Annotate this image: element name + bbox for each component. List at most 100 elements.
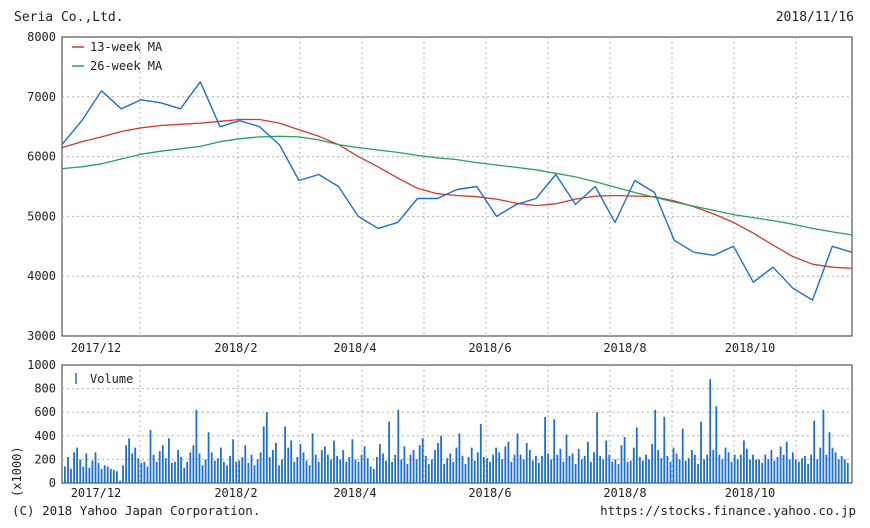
volume-bar [67,457,69,483]
volume-bar [360,454,363,483]
volume-bar [88,467,91,483]
volume-bar [559,448,562,483]
volume-bar [216,458,219,483]
volume-bar [314,454,317,483]
volume-bar [623,437,626,483]
volume-bar [333,440,335,483]
volume-bar [840,455,843,483]
volume-bar [562,461,565,483]
volume-bar [168,438,170,483]
volume-bar [385,460,387,483]
volume-bar [275,442,277,483]
volume-bar [819,447,822,483]
volume-bar [654,409,657,483]
volume-bar [268,457,271,483]
volume-bar [565,434,568,483]
price-x-tick-label: 2018/8 [603,341,646,355]
ma13-line [61,118,853,270]
volume-bar [651,444,653,483]
volume-bar [553,419,556,483]
price-line [61,81,853,301]
volume-bar [479,424,482,483]
volume-bar [302,452,305,483]
volume-bar [177,450,179,483]
volume-bar [749,459,751,483]
volume-bar [825,454,828,483]
volume-bar [103,465,106,483]
volume-y-ticks: 0 200 400 600 800 1000 [27,358,56,490]
volume-bar [100,468,103,483]
volume-bar [143,461,146,483]
chart-date: 2018/11/16 [775,10,854,25]
volume-bar [376,457,378,483]
volume-bar [434,450,436,483]
volume-x-tick-label: 2018/6 [468,486,511,500]
volume-bar [388,421,390,483]
price-y-tick-label: 3000 [27,329,56,343]
volume-bar [97,462,100,483]
volume-bar [186,461,189,483]
volume-bar [369,466,372,483]
price-y-tick-label: 4000 [27,269,56,283]
volume-bar [577,448,580,483]
volume-x-tick-label: 2018/10 [725,486,776,500]
volume-bar [660,458,663,483]
volume-bar [204,459,207,483]
volume-bar [605,440,608,483]
volume-bar [736,459,739,483]
volume-bar [617,464,620,483]
volume-bar [648,459,650,483]
price-x-ticks: 2017/12 2018/2 2018/4 2018/6 2018/8 2018/10 [71,341,776,355]
volume-bar [134,447,137,483]
volume-bar [476,452,479,483]
volume-bar [452,461,455,483]
volume-bar [171,462,173,483]
volume-bar [626,461,629,483]
volume-bar [519,454,522,483]
volume-bar [198,453,201,483]
volume-bar [813,420,816,483]
volume-bar [804,455,806,483]
volume-bar [189,452,192,483]
volume-bar [464,464,467,483]
volume-bar [409,454,412,483]
volume-bar [691,450,693,483]
volume-bar [724,447,727,483]
volume-bar [746,448,748,483]
volume-bar [645,454,647,483]
price-x-tick-label: 2018/2 [214,341,257,355]
volume-bar [296,457,299,483]
price-y-tick-label: 7000 [27,90,56,104]
volume-bar [201,465,204,483]
volume-bar [122,465,124,483]
volume-bar [492,454,494,483]
volume-bar [446,458,449,483]
volume-bar [727,452,730,483]
source-link[interactable]: https://stocks.finance.yahoo.co.jp [600,503,856,518]
volume-x-tick-label: 2018/8 [603,486,646,500]
volume-bar [712,450,715,483]
volume-bar [571,453,574,483]
volume-bar [709,379,712,483]
volume-bar [639,457,641,483]
volume-bar [363,446,366,483]
price-y-tick-label: 6000 [27,150,56,164]
volume-bar [718,454,721,483]
volume-bar [773,460,776,483]
ma26-line [61,135,853,236]
volume-bar [109,468,112,483]
volume-bar [213,460,216,483]
volume-bar [498,452,501,483]
volume-bar [293,461,296,483]
volume-bar [675,453,678,483]
price-x-tick-label: 2018/6 [468,341,511,355]
volume-bar [694,454,696,483]
volume-bar [192,445,195,483]
volume-bar [473,460,476,483]
volume-bar [684,460,687,483]
volume-bar [308,465,311,483]
volume-y-tick-label: 600 [34,405,56,419]
volume-bar [455,447,458,483]
volume-bar [834,452,837,483]
